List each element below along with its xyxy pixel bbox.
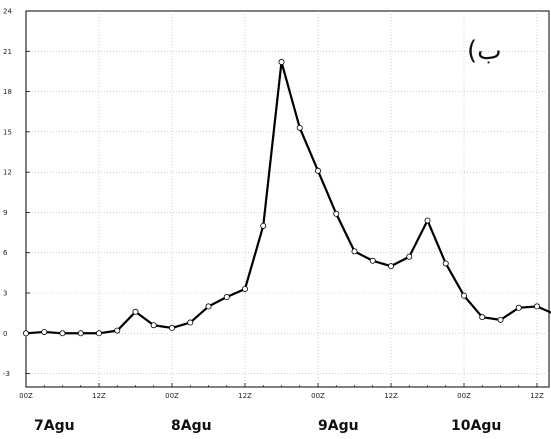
x-tick-label: 12Z (530, 392, 544, 400)
data-point (22, 330, 29, 337)
data-point (187, 319, 194, 326)
y-axis-ticks: -3 0 3 6 9 12 15 18 21 24 (3, 8, 30, 378)
data-point (241, 285, 248, 292)
x-tick-label: 12Z (238, 392, 252, 400)
data-point (168, 324, 175, 331)
panel-label: (ب (467, 36, 502, 66)
data-point (59, 330, 66, 337)
day-label-9agu: 9Agu (318, 418, 359, 434)
data-point (442, 260, 449, 267)
x-tick-label: 12Z (384, 392, 398, 400)
data-point (534, 303, 541, 310)
data-point (351, 248, 358, 255)
data-point (132, 308, 139, 315)
y-tick-label: 24 (3, 8, 12, 16)
data-point (479, 314, 486, 321)
data-point (205, 303, 212, 310)
day-label-7agu: 7Agu (34, 418, 75, 434)
grid-lines (26, 11, 549, 387)
data-point (497, 316, 504, 323)
data-point (369, 257, 376, 264)
data-point (314, 167, 321, 174)
x-tick-label: 00Z (19, 392, 33, 400)
data-point (424, 217, 431, 224)
x-tick-label: 00Z (457, 392, 471, 400)
data-point (406, 253, 413, 260)
y-tick-label: 18 (3, 88, 12, 96)
data-point (41, 328, 48, 335)
x-tick-label: 12Z (92, 392, 106, 400)
y-tick-label: 21 (3, 48, 12, 56)
x-tick-label: 00Z (311, 392, 325, 400)
y-tick-label: 6 (3, 249, 8, 257)
data-point (77, 330, 84, 337)
data-point (150, 322, 157, 329)
data-point (515, 304, 522, 311)
data-point (296, 124, 303, 131)
day-label-8agu: 8Agu (171, 418, 212, 434)
data-point (460, 292, 467, 299)
data-point (223, 294, 230, 301)
y-tick-label: 12 (3, 169, 12, 177)
y-tick-label: 0 (3, 330, 7, 338)
y-tick-label: 9 (3, 209, 7, 217)
day-label-10agu: 10Agu (451, 418, 502, 434)
x-axis-ticks: 00Z 12Z 00Z 12Z 00Z 12Z 00Z 12Z (19, 383, 544, 400)
y-tick-label: 3 (3, 290, 7, 298)
data-point (278, 59, 285, 66)
y-tick-label: -3 (3, 370, 10, 378)
data-series (22, 59, 551, 337)
data-point (114, 327, 121, 334)
data-point (96, 330, 103, 337)
x-tick-label: 00Z (165, 392, 179, 400)
y-tick-label: 15 (3, 128, 12, 136)
data-point (260, 222, 267, 229)
data-point (333, 210, 340, 217)
plot-area (25, 10, 550, 388)
data-point (387, 263, 394, 270)
series-line (25, 60, 551, 335)
